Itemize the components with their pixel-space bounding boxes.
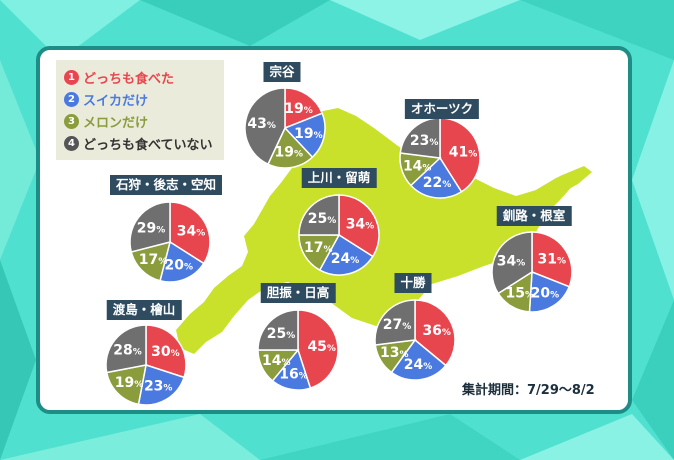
slice-watermelon-only: [409, 156, 463, 199]
slice-neither: [244, 87, 286, 166]
slice-label-melon-only: 13%: [380, 345, 409, 361]
slice-label-neither: 27%: [383, 317, 412, 333]
slice-neither: [491, 231, 533, 295]
pie-kushiro-nemuro: 31% 20%15% 34%: [491, 231, 573, 313]
slice-label-melon-only: 19%: [275, 145, 304, 161]
slice-label-neither: 23%: [410, 133, 439, 149]
slice-label-watermelon-only: 24%: [331, 251, 360, 267]
region-label-iburi-hidaka: 胆振・日高: [260, 283, 336, 303]
slice-label-neither: 25%: [267, 326, 296, 342]
legend-label: どっちも食べていない: [83, 137, 213, 153]
slice-watermelon-only: [528, 270, 571, 313]
slice-label-neither: 25%: [308, 211, 337, 227]
slice-label-both: 31%: [538, 252, 567, 268]
legend-number: 3: [64, 113, 79, 129]
pie-okhotsk: 41% 22%14% 23%: [399, 117, 481, 199]
region-label-tokachi: 十勝: [394, 273, 432, 293]
pie-ishikari-shiribeshi-sorachi: 34% 20%17% 29%: [129, 201, 211, 283]
slice-melon-only: [130, 240, 172, 282]
slice-label-both: 45%: [307, 339, 336, 355]
slice-watermelon-only: [390, 338, 447, 381]
legend-item-both: 1 どっちも食べた: [64, 66, 218, 88]
pie-soya: 19% 19% 19% 43%: [244, 87, 326, 169]
slice-neither: [257, 309, 299, 351]
slice-both: [145, 324, 187, 379]
region-label-okhotsk: オホーツク: [404, 99, 480, 119]
legend-number: 1: [64, 69, 79, 85]
slice-neither: [298, 194, 340, 236]
legend-number: 2: [64, 91, 79, 107]
slice-label-neither: 34%: [497, 253, 526, 269]
slice-label-melon-only: 14%: [403, 158, 432, 174]
slice-neither: [374, 299, 416, 346]
slice-label-watermelon-only: 23%: [144, 379, 173, 395]
slice-both: [297, 309, 339, 389]
slice-label-watermelon-only: 16%: [279, 367, 308, 383]
shiretoko-peninsula: [536, 166, 592, 196]
legend: 1 どっちも食べた 2 スイカだけ 3 メロンだけ 4 どっちも食べていない: [56, 60, 224, 160]
legend-label: メロンだけ: [83, 115, 149, 131]
slice-label-both: 30%: [151, 344, 180, 360]
pie-oshima-hiyama: 30% 23%19% 28%: [105, 324, 187, 406]
slice-label-watermelon-only: 24%: [404, 357, 433, 373]
region-label-oshima-hiyama: 渡島・檜山: [106, 300, 182, 320]
slice-label-melon-only: 19%: [115, 375, 144, 391]
slice-both: [284, 87, 324, 130]
slice-label-both: 34%: [346, 216, 375, 232]
slice-label-both: 19%: [284, 101, 313, 117]
pie-kamikawa-rumoi: 34% 24%17% 25%: [298, 194, 380, 276]
slice-label-watermelon-only: 19%: [294, 126, 323, 142]
slice-label-melon-only: 17%: [304, 240, 333, 256]
legend-label: どっちも食べた: [83, 71, 175, 87]
slice-label-watermelon-only: 22%: [423, 175, 452, 191]
slice-label-neither: 43%: [247, 116, 276, 132]
slice-both: [414, 299, 456, 367]
legend-item-melon: 3 メロンだけ: [64, 110, 218, 132]
slice-label-watermelon-only: 20%: [165, 257, 194, 273]
slice-label-melon-only: 15%: [506, 286, 535, 302]
slice-label-watermelon-only: 20%: [531, 285, 560, 301]
legend-label: スイカだけ: [83, 93, 149, 109]
legend-item-watermelon: 2 スイカだけ: [64, 88, 218, 110]
slice-watermelon-only: [318, 233, 374, 276]
legend-item-neither: 4 どっちも食べていない: [64, 132, 218, 154]
pie-iburi-hidaka: 45% 16%14% 25%: [257, 309, 339, 391]
slice-neither: [105, 324, 147, 374]
slice-watermelon-only: [283, 112, 326, 159]
region-label-soya: 宗谷: [263, 62, 301, 82]
pie-tokachi: 36% 24%13% 27%: [374, 299, 456, 381]
slice-neither: [129, 201, 171, 253]
collection-period: 集計期間：7/29～8/2: [462, 383, 595, 398]
region-label-kushiro-nemuro: 釧路・根室: [496, 206, 572, 226]
slice-label-both: 36%: [422, 323, 451, 339]
region-label-kamikawa-rumoi: 上川・留萌: [301, 168, 377, 188]
slice-melon-only: [298, 234, 341, 272]
slice-melon-only: [266, 126, 314, 169]
slice-melon-only: [105, 364, 147, 406]
slice-label-both: 41%: [449, 144, 478, 160]
slice-label-neither: 28%: [113, 343, 142, 359]
slice-both: [531, 231, 573, 288]
slice-label-neither: 29%: [137, 220, 166, 236]
slice-label-melon-only: 17%: [139, 252, 168, 268]
legend-number: 4: [64, 135, 79, 151]
slice-watermelon-only: [159, 240, 205, 283]
slice-watermelon-only: [137, 364, 185, 406]
slice-label-melon-only: 14%: [262, 353, 291, 369]
region-label-ishikari-shiribeshi-sorachi: 石狩・後志・空知: [109, 175, 223, 195]
slice-label-both: 34%: [177, 223, 206, 239]
